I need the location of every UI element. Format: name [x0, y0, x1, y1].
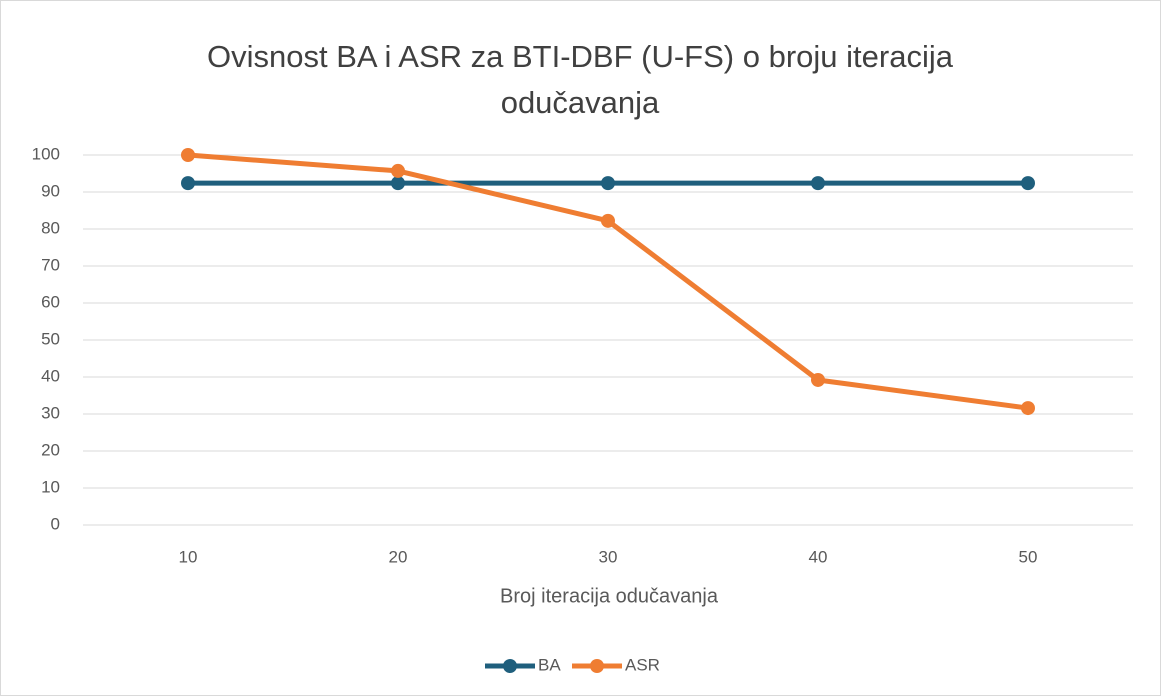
data-point — [811, 372, 825, 387]
data-point — [391, 163, 405, 178]
data-point — [181, 176, 195, 191]
series-line — [187, 152, 1029, 411]
y-tick-label: 90 — [41, 181, 60, 200]
y-tick-label: 60 — [41, 292, 60, 311]
data-point — [601, 176, 615, 191]
x-tick-label: 50 — [1019, 547, 1038, 566]
data-point — [1021, 401, 1035, 416]
x-axis-label: Broj iteracija odučavanja — [500, 585, 719, 607]
y-tick-label: 100 — [32, 144, 60, 163]
x-tick-label: 30 — [599, 547, 618, 566]
legend-label: BA — [538, 655, 561, 674]
legend-marker — [503, 659, 517, 673]
y-tick-label: 30 — [41, 403, 60, 422]
chart-title: Ovisnost BA i ASR za BTI-DBF (U-FS) o br… — [207, 39, 953, 120]
y-tick-label: 50 — [41, 329, 60, 348]
y-tick-label: 0 — [51, 514, 60, 533]
y-tick-label: 20 — [41, 440, 60, 459]
legend-label: ASR — [625, 655, 660, 674]
y-tick-label: 70 — [41, 255, 60, 274]
y-tick-label: 80 — [41, 218, 60, 237]
x-tick-label: 40 — [809, 547, 828, 566]
legend-marker — [590, 659, 604, 673]
data-point — [601, 213, 615, 228]
y-tick-label: 10 — [41, 477, 60, 496]
x-tick-label: 20 — [389, 547, 408, 566]
y-tick-label: 40 — [41, 366, 60, 385]
data-point — [391, 176, 405, 191]
data-point — [181, 148, 195, 162]
data-point — [1021, 176, 1035, 191]
x-tick-label: 10 — [179, 547, 198, 566]
data-point — [811, 176, 825, 191]
